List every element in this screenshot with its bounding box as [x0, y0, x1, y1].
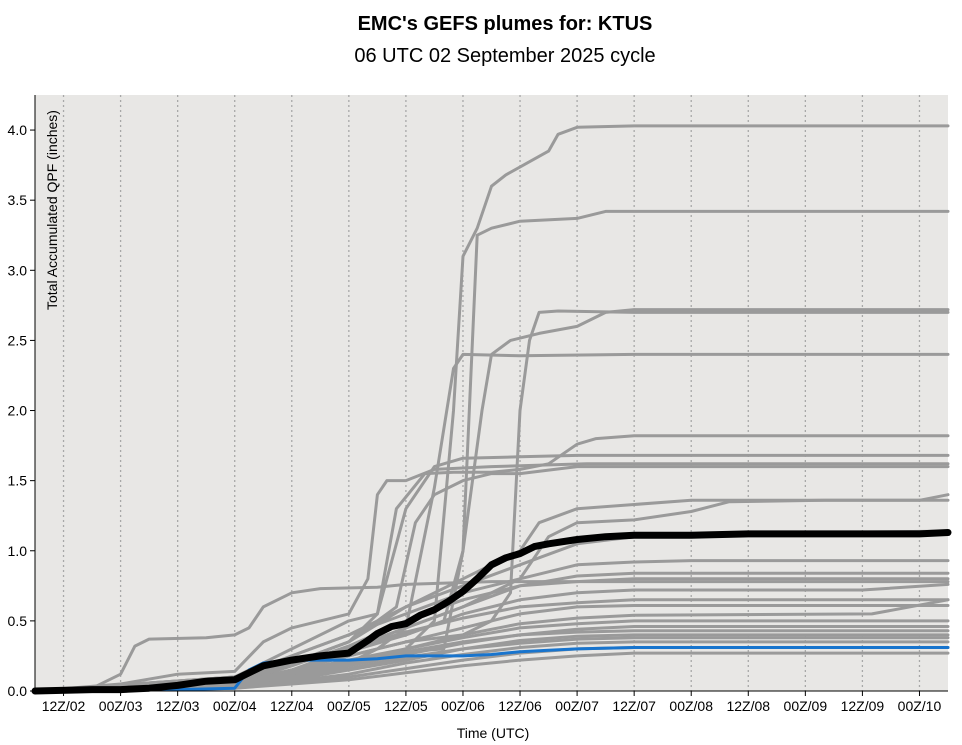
member-line	[33, 462, 950, 693]
y-tick-label: 3.5	[8, 192, 28, 208]
member-line	[33, 619, 950, 693]
y-tick-label: 2.5	[8, 332, 28, 348]
x-tick-label: 00Z/06	[441, 698, 485, 714]
control-line	[33, 646, 950, 693]
mean-line	[31, 529, 952, 695]
x-tick-label: 00Z/03	[99, 698, 143, 714]
y-tick-label: 1.0	[8, 543, 28, 559]
x-tick-label: 12Z/04	[270, 698, 314, 714]
y-tick-label: 3.0	[8, 262, 28, 278]
y-tick-label: 0.5	[8, 613, 28, 629]
x-tick-label: 12Z/05	[384, 698, 428, 714]
highlight-lines	[31, 529, 952, 695]
x-tick-label: 12Z/06	[498, 698, 542, 714]
member-line	[33, 629, 950, 693]
chart-subtitle: 06 UTC 02 September 2025 cycle	[354, 45, 656, 67]
y-tick-label: 2.0	[8, 403, 28, 419]
y-tick-label: 1.5	[8, 473, 28, 489]
x-tick-label: 00Z/04	[213, 698, 257, 714]
x-tick-label: 12Z/03	[156, 698, 200, 714]
x-axis: 12Z/02 00Z/03 12Z/03 00Z/04 12Z/04 00Z/05 12Z/…	[35, 690, 948, 714]
x-tick-label: 12Z/09	[841, 698, 885, 714]
member-line	[33, 636, 950, 693]
y-tick-label: 0.0	[8, 683, 28, 699]
x-tick-label: 00Z/07	[555, 698, 599, 714]
member-line	[33, 651, 950, 693]
x-axis-label: Time (UTC)	[457, 725, 530, 741]
x-tick-label: 12Z/07	[612, 698, 656, 714]
chart-title: EMC's GEFS plumes for: KTUS	[357, 13, 653, 35]
y-axis: 0.0 0.5 1.0 1.5 2.0 2.5 3.0 3.5 4.0	[8, 95, 36, 699]
x-tick-label: 12Z/02	[42, 698, 86, 714]
x-tick-label: 12Z/08	[726, 698, 770, 714]
y-axis-label: Total Accumulated QPF (inches)	[44, 110, 60, 310]
y-tick-label: 4.0	[8, 122, 28, 138]
x-tick-label: 00Z/05	[327, 698, 371, 714]
x-tick-label: 00Z/10	[898, 698, 942, 714]
x-tick-label: 00Z/09	[784, 698, 828, 714]
member-line	[33, 598, 950, 693]
x-tick-label: 00Z/08	[669, 698, 713, 714]
member-line	[33, 580, 950, 693]
